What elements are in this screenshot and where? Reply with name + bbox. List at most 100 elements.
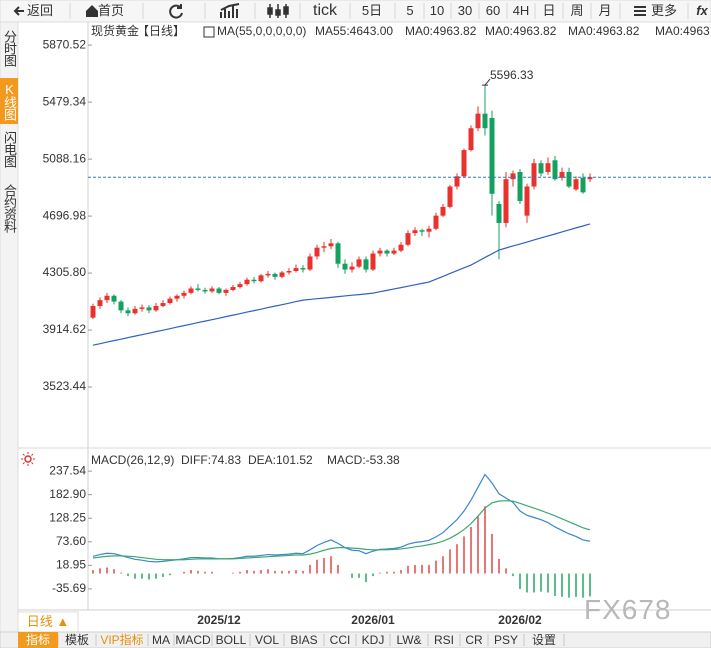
candle-body bbox=[349, 266, 355, 270]
home-icon bbox=[86, 5, 98, 17]
bottom-tab[interactable]: CR bbox=[465, 633, 483, 647]
legend-item: MA0:4963.82 bbox=[405, 24, 477, 38]
candle-body bbox=[419, 230, 425, 232]
candle-body bbox=[223, 289, 229, 293]
candle-body bbox=[356, 259, 362, 267]
toolbar-button[interactable]: 周 bbox=[570, 3, 584, 18]
bottom-tab[interactable]: MACD bbox=[175, 633, 211, 647]
candle-body bbox=[391, 250, 397, 254]
side-tab[interactable]: K线图 bbox=[0, 78, 18, 124]
toolbar-button[interactable]: 5日 bbox=[361, 3, 383, 18]
toolbar-button[interactable]: 日 bbox=[542, 3, 556, 18]
candle-body bbox=[111, 295, 117, 302]
candle-body bbox=[181, 292, 187, 296]
side-tab[interactable]: 合约资料 bbox=[2, 184, 17, 232]
legend-item: MA0:4963 bbox=[655, 24, 710, 38]
y-tick-label: 128.25 bbox=[49, 510, 86, 524]
high-marker bbox=[482, 78, 491, 86]
candle-body bbox=[209, 288, 215, 292]
candle-body bbox=[139, 307, 145, 309]
toolbar-button[interactable]: tick bbox=[313, 2, 337, 19]
bottom-tab[interactable]: VIP指标 bbox=[100, 633, 144, 647]
toolbar-button[interactable]: 返回 bbox=[26, 3, 53, 18]
candle-body bbox=[216, 288, 222, 293]
candle-body bbox=[573, 179, 579, 190]
candle-body bbox=[97, 300, 103, 306]
candle-body bbox=[314, 247, 320, 257]
bottom-tab[interactable]: KDJ bbox=[361, 633, 385, 647]
toolbar-button[interactable]: 60 bbox=[485, 3, 501, 18]
macd-line bbox=[92, 500, 591, 561]
candle-body bbox=[587, 177, 593, 180]
ma-line bbox=[92, 223, 591, 346]
candle-body bbox=[202, 289, 208, 292]
toolbar-button[interactable]: 首页 bbox=[97, 3, 124, 18]
y-tick-label: -35.69 bbox=[52, 581, 86, 595]
candle-body bbox=[279, 272, 285, 277]
y-tick-label: 3914.62 bbox=[43, 322, 87, 336]
back-icon bbox=[13, 6, 24, 16]
candle-body bbox=[517, 171, 523, 202]
y-tick-label: 5088.16 bbox=[43, 151, 87, 165]
bottom-tab[interactable]: BIAS bbox=[290, 633, 318, 647]
candle-body bbox=[510, 173, 516, 180]
indicator: MACD(26,12,9) bbox=[91, 453, 174, 467]
candle-body bbox=[503, 179, 509, 223]
candle-body bbox=[342, 263, 348, 270]
toolbar-button[interactable]: 10 bbox=[429, 3, 445, 18]
candle-body bbox=[188, 288, 194, 293]
chart-icon bbox=[220, 3, 240, 18]
candle-body bbox=[447, 186, 453, 207]
candle-body bbox=[454, 176, 460, 187]
y-tick-label: 4305.80 bbox=[43, 265, 87, 279]
side-tab[interactable]: 分时图 bbox=[2, 30, 17, 66]
y-tick-label: 237.54 bbox=[49, 463, 86, 477]
legend-item: MACD:-53.38 bbox=[327, 453, 400, 467]
candle-body bbox=[167, 298, 173, 304]
bottom-tab[interactable]: LW& bbox=[396, 633, 422, 647]
macd-icon bbox=[24, 455, 32, 463]
legend-item: MA0:4963.82 bbox=[485, 24, 557, 38]
candle-body bbox=[433, 215, 439, 229]
refresh-icon bbox=[169, 4, 183, 19]
bottom-tab[interactable]: CCI bbox=[329, 633, 351, 647]
candle-body bbox=[237, 284, 243, 288]
candle-body bbox=[146, 307, 152, 311]
candle-body bbox=[230, 287, 236, 290]
bottom-tab[interactable]: 指标 bbox=[18, 632, 58, 648]
high-label: 5596.33 bbox=[490, 68, 534, 82]
y-tick-label: 5870.52 bbox=[43, 37, 87, 51]
candle-body bbox=[370, 253, 376, 270]
candle-body bbox=[412, 230, 418, 234]
candle-body bbox=[160, 303, 166, 306]
side-tab[interactable]: 闪电图 bbox=[2, 131, 17, 167]
candle-body bbox=[426, 228, 432, 232]
toolbar-button[interactable]: 4H bbox=[512, 3, 530, 18]
toolbar-button[interactable]: 月 bbox=[598, 3, 612, 18]
bottom-tab[interactable]: MA bbox=[152, 633, 170, 647]
y-tick-label: 73.60 bbox=[56, 534, 86, 548]
candle-body bbox=[104, 295, 110, 301]
legend-item: DIFF:74.83 bbox=[181, 453, 241, 467]
bottom-tab[interactable]: VOL bbox=[254, 633, 279, 647]
bottom-tab[interactable]: PSY bbox=[493, 633, 518, 647]
legend-item: MA55:4643.00 bbox=[315, 24, 393, 38]
candle-body bbox=[566, 171, 572, 187]
candle-body bbox=[265, 273, 271, 276]
bottom-tab[interactable]: 模板 bbox=[64, 633, 89, 647]
bottom-tab[interactable]: 设置 bbox=[531, 633, 556, 647]
candle-body bbox=[468, 128, 474, 151]
legend-item: MA0:4963.82 bbox=[568, 24, 640, 38]
toolbar-button[interactable]: 5 bbox=[406, 3, 414, 18]
bottom-tab[interactable]: RSI bbox=[433, 633, 454, 647]
candle-body bbox=[195, 288, 201, 290]
toolbar-button[interactable]: 30 bbox=[457, 3, 473, 18]
legend-item: DEA:101.52 bbox=[248, 453, 313, 467]
toolbar-button[interactable]: fx bbox=[696, 3, 708, 18]
candle-body bbox=[538, 163, 544, 174]
period-label[interactable]: 日线 ▲ bbox=[26, 614, 70, 629]
candle-body bbox=[552, 160, 558, 180]
toolbar-button[interactable]: 更多 bbox=[650, 3, 677, 18]
bottom-tab[interactable]: BOLL bbox=[215, 633, 247, 647]
